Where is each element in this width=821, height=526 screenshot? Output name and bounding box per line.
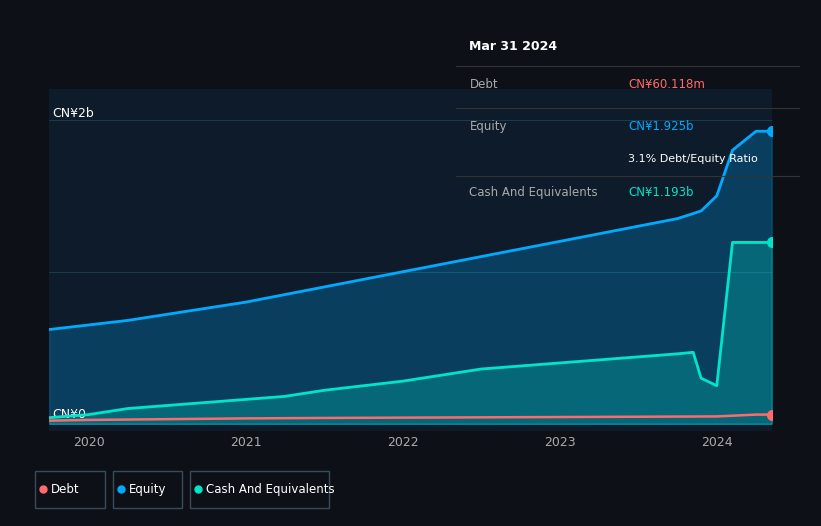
Text: Cash And Equivalents: Cash And Equivalents	[470, 186, 598, 199]
Text: Equity: Equity	[129, 483, 166, 495]
Text: CN¥1.193b: CN¥1.193b	[628, 186, 694, 199]
Text: Cash And Equivalents: Cash And Equivalents	[206, 483, 335, 495]
Text: Debt: Debt	[51, 483, 80, 495]
Text: CN¥0: CN¥0	[53, 408, 86, 421]
Text: CN¥2b: CN¥2b	[53, 107, 94, 120]
Text: Mar 31 2024: Mar 31 2024	[470, 40, 557, 53]
Text: 3.1% Debt/Equity Ratio: 3.1% Debt/Equity Ratio	[628, 154, 758, 164]
Text: Equity: Equity	[470, 119, 507, 133]
Text: Debt: Debt	[470, 78, 498, 91]
Text: CN¥60.118m: CN¥60.118m	[628, 78, 705, 91]
Text: CN¥1.925b: CN¥1.925b	[628, 119, 694, 133]
